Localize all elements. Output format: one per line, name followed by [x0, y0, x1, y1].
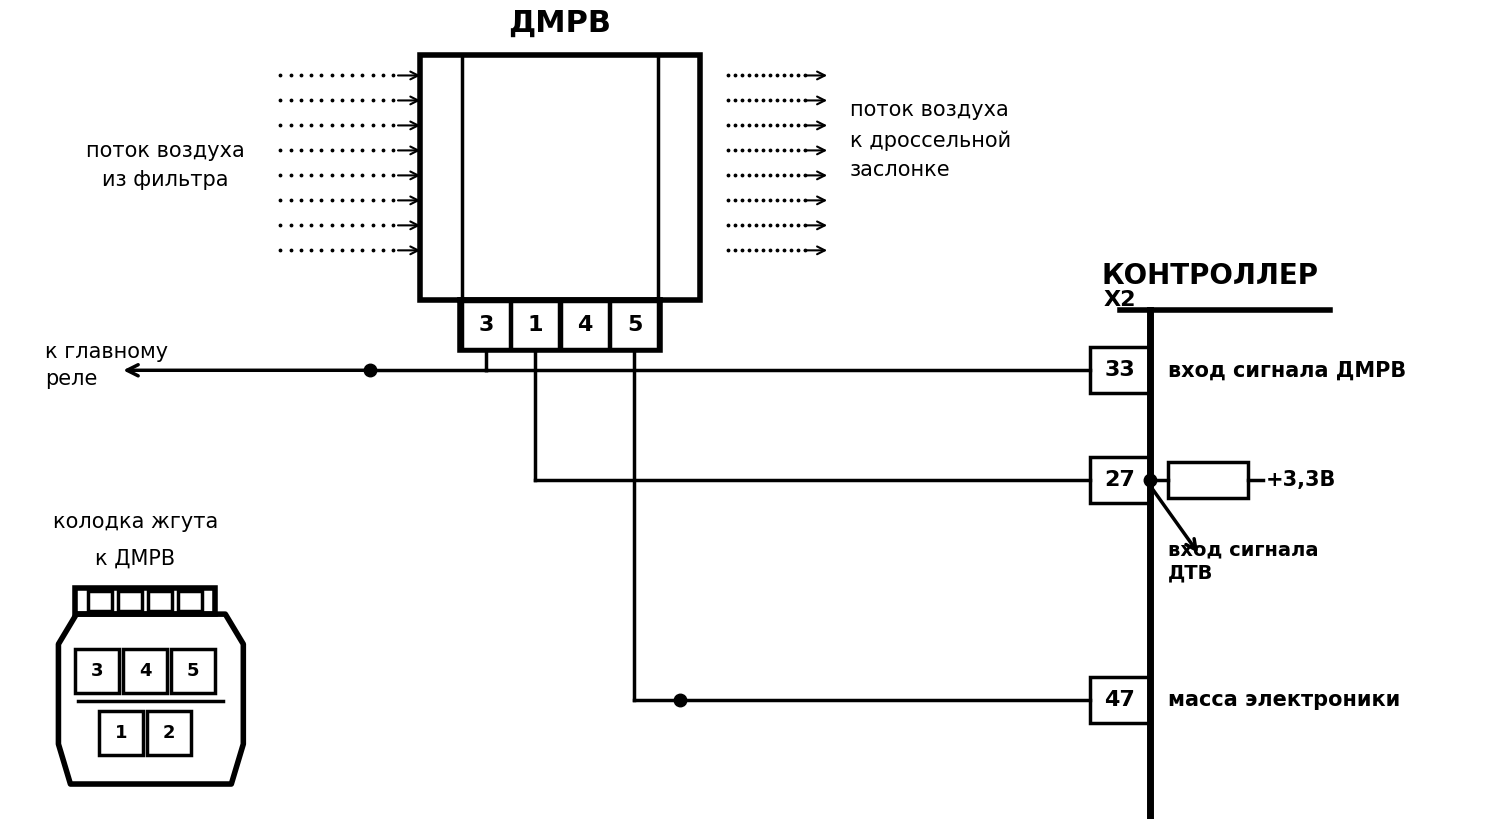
Bar — [148, 591, 172, 611]
Text: 1: 1 — [528, 315, 543, 335]
Text: Х2: Х2 — [1104, 290, 1136, 310]
Text: вход сигнала ДМРВ: вход сигнала ДМРВ — [1167, 360, 1406, 380]
Bar — [1090, 677, 1149, 723]
Bar — [124, 649, 168, 693]
Text: поток воздуха
к дроссельной
заслонке: поток воздуха к дроссельной заслонке — [850, 101, 1012, 180]
Bar — [461, 301, 510, 349]
Text: 3: 3 — [478, 315, 493, 335]
Text: поток воздуха
из фильтра: поток воздуха из фильтра — [86, 141, 245, 190]
Text: 4: 4 — [139, 662, 151, 680]
Text: вход сигнала
ДТВ: вход сигнала ДТВ — [1167, 541, 1318, 582]
Text: 27: 27 — [1104, 470, 1136, 491]
Text: ДМРВ: ДМРВ — [508, 8, 612, 38]
Text: масса электроники: масса электроники — [1167, 690, 1400, 710]
Text: 4: 4 — [578, 315, 593, 335]
Bar — [100, 711, 144, 755]
Bar — [76, 588, 215, 614]
Bar — [76, 649, 119, 693]
Text: 2: 2 — [163, 724, 175, 742]
Text: 3: 3 — [91, 662, 104, 680]
Bar — [1167, 462, 1247, 498]
Text: +3,3В: +3,3В — [1266, 470, 1337, 491]
Text: 1: 1 — [115, 724, 127, 742]
Text: 5: 5 — [187, 662, 200, 680]
Text: к главному
реле: к главному реле — [45, 342, 168, 389]
Text: к ДМРВ: к ДМРВ — [95, 548, 175, 568]
Bar — [147, 711, 192, 755]
Bar — [171, 649, 215, 693]
Text: колодка жгута: колодка жгута — [53, 512, 218, 532]
Text: 47: 47 — [1104, 690, 1136, 710]
Bar — [511, 301, 559, 349]
Bar — [561, 301, 609, 349]
Bar — [178, 591, 203, 611]
Bar — [1090, 457, 1149, 503]
Bar — [460, 301, 661, 351]
Bar — [1090, 347, 1149, 393]
Bar — [118, 591, 142, 611]
Bar — [88, 591, 112, 611]
Text: 5: 5 — [627, 315, 643, 335]
Text: 33: 33 — [1104, 360, 1136, 380]
Bar — [611, 301, 658, 349]
Text: КОНТРОЛЛЕР: КОНТРОЛЛЕР — [1101, 262, 1318, 290]
Bar — [420, 56, 700, 301]
